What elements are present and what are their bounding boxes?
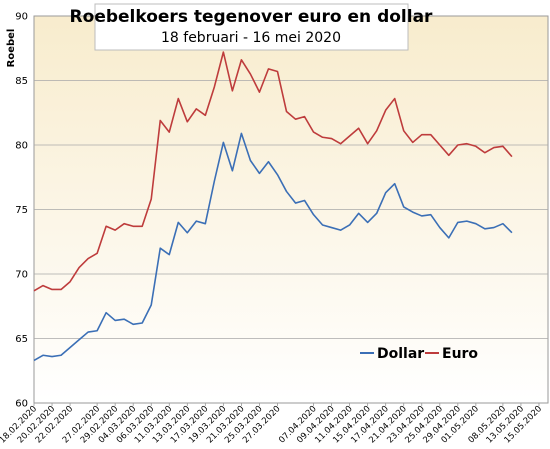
y-tick-label: 80 — [15, 141, 28, 152]
y-tick-label: 70 — [15, 270, 28, 281]
y-tick-label: 75 — [15, 205, 28, 216]
series-lines — [33, 51, 513, 362]
y-tick-label: 85 — [15, 76, 28, 87]
x-axis-ticks: 18.02.202020.02.202022.02.202027.02.2020… — [0, 403, 544, 446]
y-axis-ticks: 60 65 70 75 80 85 90 — [15, 12, 28, 410]
legend: Dollar Euro — [360, 346, 478, 362]
y-tick-label: 90 — [15, 12, 28, 23]
series-line-euro — [33, 51, 513, 292]
y-tick-label: 60 — [15, 399, 28, 410]
grid-lines — [34, 80, 548, 339]
series-line-dollar — [33, 132, 513, 362]
legend-label-dollar: Dollar — [377, 346, 424, 362]
legend-label-euro: Euro — [442, 346, 478, 362]
y-axis-label: Roebel — [6, 29, 17, 68]
chart-title: Roebelkoers tegenover euro en dollar — [70, 7, 433, 27]
y-tick-label: 65 — [15, 334, 28, 345]
title-box — [94, 3, 409, 51]
chart-subtitle: 18 februari - 16 mei 2020 — [161, 30, 341, 46]
